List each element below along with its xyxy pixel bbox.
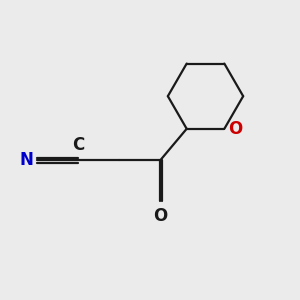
Text: C: C xyxy=(72,136,84,154)
Text: O: O xyxy=(153,207,167,225)
Text: O: O xyxy=(229,120,243,138)
Text: N: N xyxy=(19,151,33,169)
